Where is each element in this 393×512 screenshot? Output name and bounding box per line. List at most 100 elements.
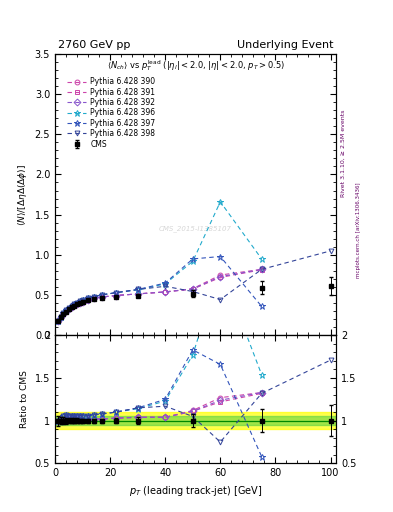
Pythia 6.428 391 [91, 295, 96, 302]
Pythia 6.428 398 [77, 298, 82, 304]
Pythia 6.428 392 [69, 304, 74, 310]
Text: CMS_2015-I1385107: CMS_2015-I1385107 [159, 225, 232, 232]
Pythia 6.428 390 [55, 318, 60, 325]
Pythia 6.428 397 [80, 297, 85, 303]
Pythia 6.428 396 [86, 295, 90, 301]
Pythia 6.428 397 [66, 305, 71, 311]
Pythia 6.428 391 [58, 314, 63, 321]
Pythia 6.428 390 [91, 295, 96, 302]
Pythia 6.428 391 [75, 301, 79, 307]
Pythia 6.428 392 [77, 300, 82, 306]
Pythia 6.428 398 [190, 288, 195, 294]
Pythia 6.428 391 [69, 304, 74, 310]
Pythia 6.428 390 [80, 298, 85, 305]
Pythia 6.428 397 [218, 253, 223, 260]
Pythia 6.428 392 [61, 311, 66, 317]
Pythia 6.428 396 [72, 301, 77, 307]
Line: Pythia 6.428 396: Pythia 6.428 396 [55, 199, 265, 325]
Pythia 6.428 391 [259, 267, 264, 273]
Pythia 6.428 391 [113, 292, 118, 298]
Pythia 6.428 397 [69, 303, 74, 309]
Pythia 6.428 398 [55, 318, 60, 325]
Pythia 6.428 391 [55, 318, 60, 325]
Pythia 6.428 392 [58, 314, 63, 321]
Pythia 6.428 392 [163, 289, 167, 295]
Pythia 6.428 392 [64, 308, 68, 314]
Pythia 6.428 396 [99, 292, 104, 298]
Pythia 6.428 391 [64, 308, 68, 314]
Pythia 6.428 398 [69, 303, 74, 309]
Pythia 6.428 397 [113, 290, 118, 296]
Pythia 6.428 392 [66, 306, 71, 312]
Pythia 6.428 396 [91, 293, 96, 300]
Pythia 6.428 390 [218, 272, 223, 278]
Pythia 6.428 392 [72, 302, 77, 308]
Pythia 6.428 398 [75, 300, 79, 306]
Pythia 6.428 398 [113, 290, 118, 296]
Pythia 6.428 397 [72, 301, 77, 307]
Text: mcplots.cern.ch [arXiv:1306.3436]: mcplots.cern.ch [arXiv:1306.3436] [356, 183, 362, 278]
Pythia 6.428 398 [328, 248, 333, 254]
Pythia 6.428 397 [64, 307, 68, 313]
Pythia 6.428 396 [64, 307, 68, 313]
Bar [55, 412, 336, 429]
Pythia 6.428 396 [135, 287, 140, 293]
Pythia 6.428 390 [259, 266, 264, 272]
Pythia 6.428 398 [99, 292, 104, 298]
Pythia 6.428 391 [99, 294, 104, 300]
Pythia 6.428 396 [259, 256, 264, 262]
Pythia 6.428 391 [66, 306, 71, 312]
Pythia 6.428 391 [77, 300, 82, 306]
Pythia 6.428 397 [259, 303, 264, 309]
Pythia 6.428 398 [135, 286, 140, 292]
Pythia 6.428 398 [91, 293, 96, 300]
Pythia 6.428 392 [218, 273, 223, 280]
Pythia 6.428 391 [80, 298, 85, 305]
Pythia 6.428 390 [86, 296, 90, 303]
Pythia 6.428 392 [75, 301, 79, 307]
Pythia 6.428 392 [259, 266, 264, 272]
Pythia 6.428 392 [86, 296, 90, 303]
Pythia 6.428 392 [80, 298, 85, 305]
Pythia 6.428 397 [99, 292, 104, 298]
Pythia 6.428 398 [72, 301, 77, 307]
Line: Pythia 6.428 398: Pythia 6.428 398 [55, 248, 333, 324]
Text: Rivet 3.1.10, ≥ 2.5M events: Rivet 3.1.10, ≥ 2.5M events [341, 110, 346, 197]
Pythia 6.428 396 [113, 290, 118, 296]
Pythia 6.428 391 [218, 274, 223, 281]
Pythia 6.428 398 [259, 266, 264, 272]
Pythia 6.428 398 [58, 314, 63, 320]
Pythia 6.428 390 [135, 291, 140, 297]
Pythia 6.428 391 [86, 296, 90, 303]
Pythia 6.428 396 [69, 303, 74, 309]
Pythia 6.428 390 [69, 304, 74, 310]
Pythia 6.428 392 [91, 295, 96, 302]
Pythia 6.428 396 [55, 318, 60, 325]
Pythia 6.428 397 [190, 256, 195, 262]
Pythia 6.428 392 [135, 291, 140, 297]
Pythia 6.428 390 [64, 308, 68, 314]
Pythia 6.428 392 [55, 318, 60, 325]
Pythia 6.428 392 [99, 294, 104, 300]
Pythia 6.428 398 [163, 283, 167, 289]
Pythia 6.428 396 [66, 305, 71, 311]
Pythia 6.428 398 [64, 307, 68, 313]
Pythia 6.428 396 [163, 281, 167, 287]
Pythia 6.428 397 [86, 295, 90, 301]
Legend: Pythia 6.428 390, Pythia 6.428 391, Pythia 6.428 392, Pythia 6.428 396, Pythia 6: Pythia 6.428 390, Pythia 6.428 391, Pyth… [67, 77, 155, 148]
Line: Pythia 6.428 390: Pythia 6.428 390 [55, 267, 264, 324]
Pythia 6.428 390 [77, 300, 82, 306]
Pythia 6.428 392 [113, 292, 118, 298]
Pythia 6.428 392 [190, 286, 195, 292]
Pythia 6.428 390 [190, 286, 195, 292]
Pythia 6.428 397 [91, 293, 96, 300]
Pythia 6.428 391 [163, 289, 167, 295]
Y-axis label: Ratio to CMS: Ratio to CMS [20, 370, 29, 429]
Pythia 6.428 396 [61, 310, 66, 316]
Pythia 6.428 397 [58, 314, 63, 320]
Pythia 6.428 390 [61, 311, 66, 317]
Pythia 6.428 398 [218, 296, 223, 303]
Line: Pythia 6.428 397: Pythia 6.428 397 [55, 253, 265, 325]
Pythia 6.428 396 [77, 298, 82, 304]
Pythia 6.428 397 [135, 286, 140, 292]
